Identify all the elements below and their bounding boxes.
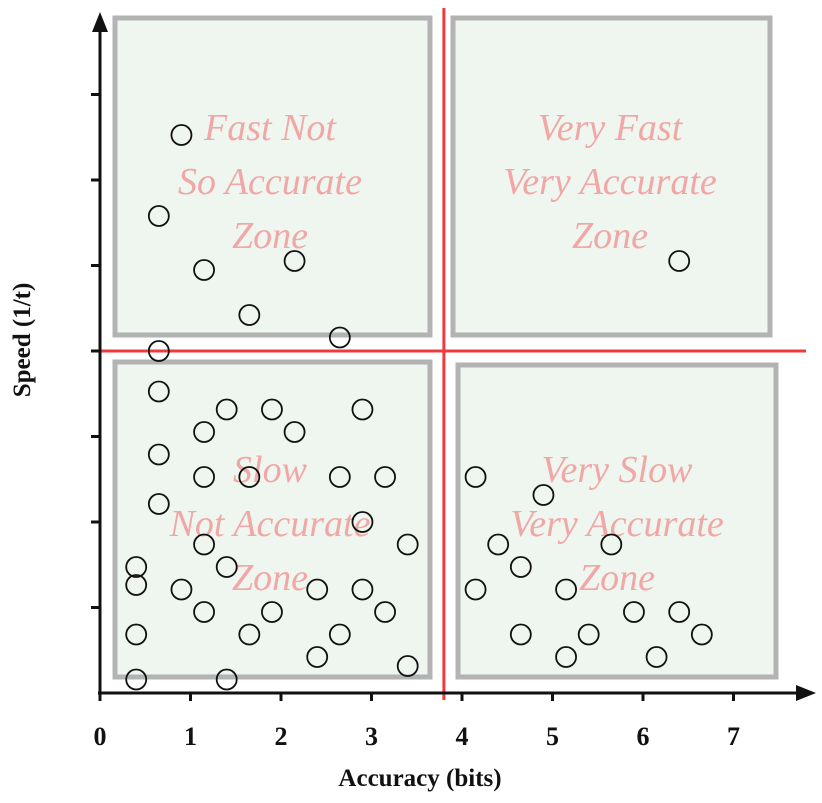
data-point: [261, 601, 283, 623]
zone-labels: Fast Not So Accurate Zone Very Fast Very Acc…: [169, 107, 724, 599]
data-point: [215, 398, 238, 421]
zone-label-line: Zone: [232, 215, 308, 257]
data-point: [193, 601, 215, 623]
zone-label-line: Zone: [579, 557, 655, 599]
data-point: [147, 380, 170, 403]
data-point: [690, 623, 713, 646]
zone-label-line: Very Accurate: [510, 503, 724, 545]
x-tick-label: 0: [94, 722, 107, 751]
x-tick-label: 5: [546, 722, 559, 751]
zone-top-left: [112, 15, 433, 338]
x-tick-label: 1: [184, 722, 197, 751]
data-point: [125, 623, 148, 646]
x-axis-arrow: [796, 685, 816, 701]
zone-label-top-left: Fast Not So Accurate Zone: [178, 107, 362, 257]
data-point: [283, 421, 306, 443]
zone-label-line: Zone: [572, 215, 648, 257]
data-point: [193, 259, 215, 281]
data-point: [509, 556, 532, 578]
data-point: [532, 484, 555, 506]
data-point: [487, 533, 510, 556]
data-point: [283, 250, 306, 272]
data-point: [215, 556, 238, 578]
data-point: [170, 578, 193, 601]
zone-bottom-left: [112, 359, 433, 680]
x-tick-label: 7: [727, 722, 740, 751]
data-point: [668, 250, 691, 272]
data-point: [328, 326, 351, 349]
zones: [112, 15, 779, 680]
x-tick-label: 2: [275, 722, 288, 751]
data-point: [351, 398, 374, 421]
data-point: [328, 623, 351, 646]
data-point: [193, 466, 215, 488]
data-point: [193, 421, 215, 443]
zone-label-line: Zone: [232, 557, 308, 599]
data-point: [555, 578, 577, 601]
data-point: [577, 623, 600, 646]
data-point: [147, 493, 170, 515]
zone-label-bottom-left: Slow Not Accurate Zone: [169, 449, 371, 599]
x-tick-label: 6: [637, 722, 650, 751]
zone-label-line: Fast Not: [203, 107, 337, 149]
x-tick-label: 4: [456, 722, 469, 751]
data-point: [600, 533, 623, 556]
zone-label-line: So Accurate: [178, 161, 362, 203]
data-point: [328, 466, 351, 488]
data-point: [238, 466, 261, 488]
data-point: [193, 533, 215, 556]
data-point: [261, 398, 283, 421]
zone-top-right: [450, 15, 773, 338]
data-point: [351, 578, 374, 601]
zone-label-line: Not Accurate: [169, 503, 371, 545]
data-point: [147, 340, 170, 362]
zone-label-line: Very Slow: [542, 449, 694, 491]
y-axis-arrow: [92, 12, 108, 32]
data-point: [125, 556, 148, 578]
data-point: [374, 601, 396, 623]
data-point: [147, 443, 170, 466]
data-point: [238, 304, 261, 326]
data-points: [125, 124, 713, 691]
data-point: [396, 533, 419, 556]
data-point: [396, 655, 419, 677]
data-point: [306, 578, 329, 601]
data-point: [623, 601, 645, 623]
data-point: [668, 601, 691, 623]
zone-bottom-right: [455, 362, 779, 680]
data-point: [125, 574, 148, 596]
data-point: [125, 668, 148, 691]
axes: [91, 12, 816, 701]
zone-label-line: Very Accurate: [503, 161, 717, 203]
zone-label-top-right: Very Fast Very Accurate Zone: [503, 107, 717, 257]
data-point: [464, 578, 487, 601]
data-point: [374, 466, 396, 488]
data-point: [306, 646, 329, 668]
data-point: [238, 623, 261, 646]
x-tick-label: 3: [365, 722, 378, 751]
data-point: [555, 646, 577, 668]
zone-label-line: Very Fast: [538, 107, 684, 149]
zone-label-line: Slow: [233, 449, 308, 491]
zone-dividers: [98, 8, 806, 700]
data-point: [170, 124, 193, 146]
data-point: [464, 466, 487, 488]
x-axis-title: Accuracy (bits): [338, 765, 501, 792]
data-point: [215, 668, 238, 691]
y-axis-title: Speed (1/t): [9, 283, 36, 398]
data-point: [509, 623, 532, 646]
zone-label-bottom-right: Very Slow Very Accurate Zone: [510, 449, 724, 599]
data-point: [351, 511, 374, 533]
data-point: [147, 205, 170, 227]
tick-labels: 0 1 2 3 4 5 6 7: [94, 722, 741, 751]
data-point: [645, 646, 668, 668]
